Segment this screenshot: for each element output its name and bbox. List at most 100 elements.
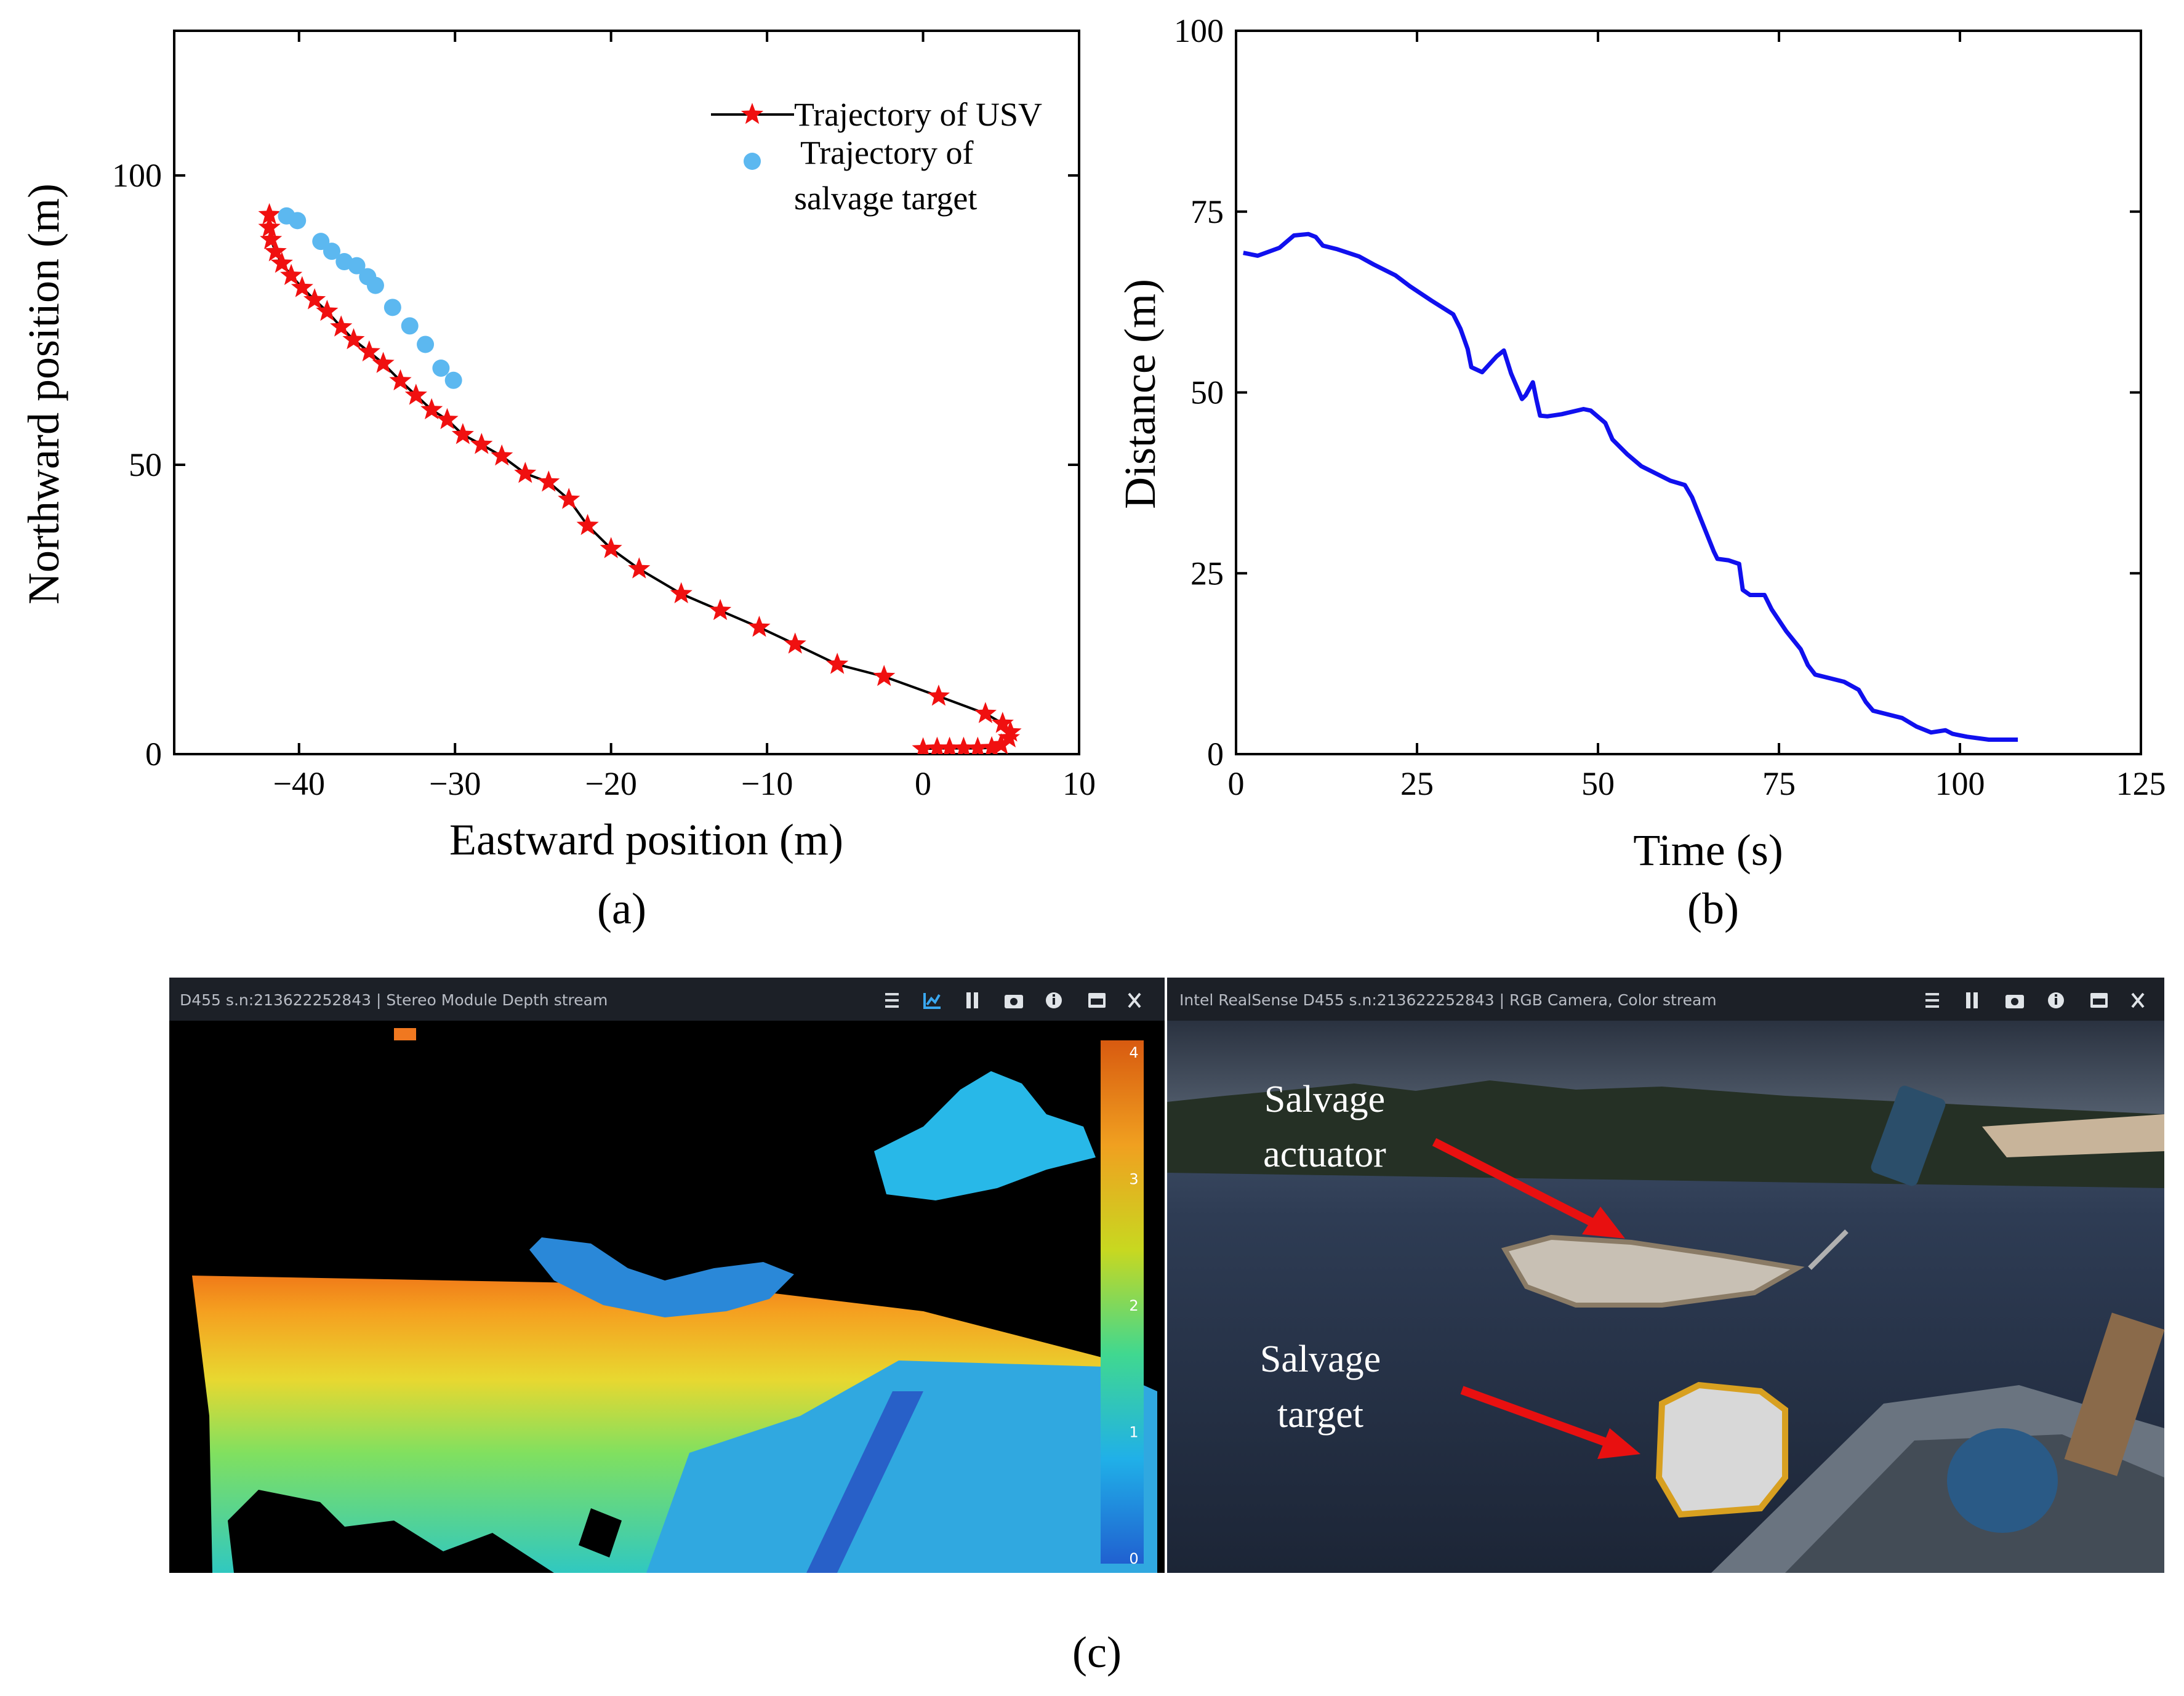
y-axis-label: Distance (m) [1115,279,1165,509]
y-tick-label: 100 [1174,12,1224,49]
x-axis-label: Time (s) [1633,826,1783,875]
depth-toolbar [169,978,1165,1021]
x-tick-label: 10 [1062,765,1096,802]
y-axis-label: Northward position (m) [19,183,68,605]
list-options-icon[interactable] [885,993,899,1008]
depth-holes [228,1490,622,1573]
axis-ticks [1235,30,2142,755]
actuator-rod [1808,1229,1849,1270]
usv-star-marker [628,557,651,579]
usv-star-marker [999,720,1022,742]
target-scatter-markers [278,207,462,389]
boat-pole [2064,1312,2165,1476]
legend-dot-icon [744,153,761,170]
usv-star-marker [576,513,599,536]
close-icon[interactable] [1128,992,1141,1008]
pause-icon[interactable] [966,992,978,1008]
colorbar-tick-label: 4 [1129,1044,1138,1061]
usv-star-marker [342,328,365,350]
arrow-to-target [1460,1386,1640,1459]
tick-labels: 0 25 50 75 100 125 0 25 50 75 100 [1174,12,2166,802]
usv-star-marker [264,240,287,262]
y-tick-label: 50 [1190,374,1224,411]
legend: Trajectory of USV Trajectory of salvage … [711,96,1042,217]
list-options-icon[interactable] [1925,993,1939,1008]
usv-star-marker [784,632,806,654]
usv-star-marker [873,665,896,686]
info-icon[interactable] [1046,992,1062,1008]
distance-series-line [1243,231,2018,742]
close-icon[interactable] [2131,992,2145,1008]
x-tick-label: 0 [1228,765,1245,802]
y-tick-label: 50 [129,446,162,483]
usv-star-marker [470,433,493,454]
panel-label-a: (a) [597,884,646,933]
usv-star-marker [537,470,560,492]
target-dot [401,317,419,335]
depth-foreground-blue [646,1360,1157,1573]
distance-chart: 0 25 50 75 100 125 0 25 50 75 100 Time (s) Distanc… [1115,12,2166,933]
usv-star-marker [600,537,622,558]
target-dot [366,276,384,294]
usv-star-marker [404,384,427,405]
x-tick-label: 125 [2116,765,2166,802]
usv-star-marker [981,736,1003,754]
target-dot [383,299,401,316]
annotation-actuator-line2: actuator [1263,1133,1386,1175]
rgb-toolbar [1167,978,2164,1021]
x-tick-label: −30 [429,765,481,802]
blue-bucket [1947,1428,2058,1533]
usv-star-marker [927,685,950,706]
target-dot [323,243,340,260]
usv-star-marker [270,251,293,273]
colorbar-tick-label: 3 [1129,1171,1138,1188]
colorbar-tick-label: 1 [1129,1424,1138,1441]
x-tick-label: 100 [1935,765,1985,802]
minimize-window-icon[interactable] [1088,993,1106,1008]
usv-star-marker [389,369,412,391]
usv-star-marker [826,653,849,674]
usv-trajectory-line [268,214,1012,750]
depth-top-speck [394,1028,416,1040]
usv-star-marker [358,340,380,362]
usv-star-marker [280,263,303,285]
annotation-target-line1: Salvage [1260,1338,1381,1380]
info-icon[interactable] [2048,992,2064,1008]
depth-colorbar [1101,1040,1144,1564]
pause-icon[interactable] [1966,992,1978,1008]
usv-star-marker [420,398,443,420]
usv-star-markers [258,203,1022,754]
usv-star-marker [990,733,1013,754]
usv-star-marker [258,215,281,237]
usv-star-marker [491,444,513,466]
camera-snapshot-icon[interactable] [1005,995,1023,1008]
usv-star-marker [316,299,339,321]
panel-label-c: (c) [1072,1628,1122,1677]
usv-star-marker [926,736,949,754]
depth-stream-window: D455 s.n:213622252843 | Stereo Module De… [169,978,1165,1573]
camera-snapshot-icon[interactable] [2005,995,2024,1008]
minimize-window-icon[interactable] [2090,993,2108,1008]
rgb-stream-title: Intel RealSense D455 s.n:213622252843 | … [1179,991,1717,1009]
usv-star-marker [991,712,1014,733]
x-tick-label: −40 [273,765,325,802]
chart-metrics-icon[interactable] [923,993,941,1009]
boat-arm [1982,1114,2164,1157]
usv-star-marker [966,736,989,754]
target-dot [289,212,307,230]
y-tick-label: 25 [1190,555,1224,592]
actuator-motor [1871,1085,1946,1186]
annotation-target-line2: target [1277,1394,1363,1436]
usv-star-marker [372,352,395,373]
usv-star-marker [748,616,771,637]
usv-star-marker [436,408,459,430]
usv-star-marker [938,736,961,754]
x-tick-label: 0 [915,765,931,802]
usv-star-marker [291,276,313,297]
salvage-target-object [1655,1381,1788,1518]
x-tick-label: 75 [1762,765,1796,802]
y-tick-label: 0 [145,736,162,773]
